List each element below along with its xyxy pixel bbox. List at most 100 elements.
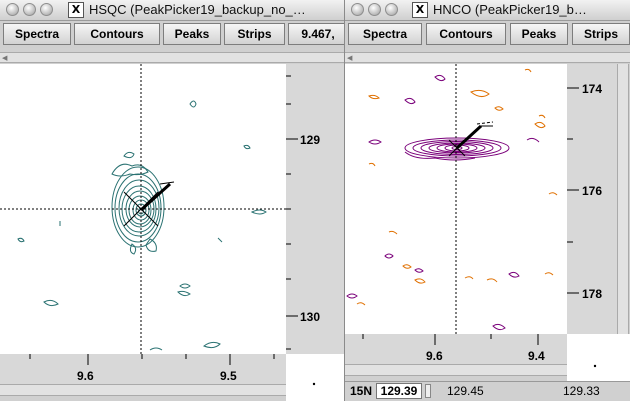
- contour-fragment: [524, 68, 532, 73]
- contour-fragment: [17, 237, 25, 243]
- contour-fragment: [402, 264, 412, 269]
- contour-fragment: [177, 290, 191, 297]
- minimize-window-button[interactable]: [23, 3, 36, 16]
- hsqc-contour-svg: [0, 64, 286, 354]
- y-axis-13c: 174 176 178: [567, 64, 617, 334]
- contour-fragment: [544, 272, 554, 276]
- contour-fragment: [508, 271, 520, 278]
- spectra-menu-button[interactable]: Spectra: [348, 23, 422, 45]
- contour-level: [412, 139, 502, 157]
- peak-label-leader: [139, 182, 172, 212]
- hnco-contour-svg: [346, 64, 558, 334]
- scroll-left-arrow-icon[interactable]: ◀: [347, 54, 353, 62]
- contour-level: [128, 195, 152, 225]
- title-bar: X HSQC (PeakPicker19_backup_no_…: [0, 0, 344, 21]
- contour-fragment: [404, 151, 476, 161]
- y-axis-svg: 129 130: [286, 75, 320, 350]
- hnco-window: X HNCO (PeakPicker19_b… Spectra Contours…: [345, 0, 630, 401]
- y-axis-15n: 129 130: [286, 64, 344, 354]
- y-tick-label: 174: [582, 82, 602, 96]
- x-axis-svg: 9.6 9.5: [29, 354, 275, 383]
- contour-fragment: [368, 139, 382, 145]
- peak-marker[interactable]: [448, 121, 494, 157]
- hsqc-contour-plot[interactable]: [0, 64, 286, 354]
- contour-fragment: [43, 299, 59, 307]
- contour-fragment: [145, 238, 157, 252]
- contour-fragment: [384, 253, 394, 259]
- spectra-menu-button[interactable]: Spectra: [3, 23, 71, 45]
- y-tick-label: 130: [300, 310, 320, 324]
- contour-fragment: [179, 283, 191, 289]
- corner-dot: [312, 382, 316, 386]
- hnco-contour-plot[interactable]: [345, 64, 567, 334]
- bottom-horizontal-scrollbar[interactable]: [345, 364, 567, 376]
- peaks-menu-button[interactable]: Peaks: [510, 23, 568, 45]
- contour-fragment: [486, 278, 498, 283]
- window-title: HNCO (PeakPicker19_b…: [433, 2, 587, 17]
- top-horizontal-scrollbar[interactable]: ◀: [345, 52, 630, 63]
- peak-label-leader: [159, 181, 175, 185]
- corner-dot: [593, 364, 597, 368]
- hnco-negative-contours: [356, 68, 558, 306]
- contour-fragment: [526, 137, 540, 143]
- peaks-menu-button[interactable]: Peaks: [163, 23, 221, 45]
- contour-fragment: [149, 347, 163, 351]
- contour-level: [118, 179, 160, 237]
- x-axis-1h: 9.6 9.5: [0, 354, 286, 384]
- corner-svg: [593, 364, 597, 368]
- contour-fragment: [494, 106, 504, 111]
- x11-icon: X: [412, 2, 428, 18]
- zoom-window-button[interactable]: [40, 3, 53, 16]
- contour-fragment: [368, 162, 376, 167]
- contour-fragment: [217, 237, 223, 243]
- hsqc-contours: [17, 100, 267, 351]
- contour-fragment: [464, 276, 474, 280]
- position-readout-button[interactable]: 9.467,: [288, 23, 344, 45]
- x-axis-1h: 9.6 9.4: [345, 334, 567, 364]
- contour-level: [436, 143, 478, 153]
- scroll-left-arrow-icon[interactable]: ◀: [2, 54, 8, 62]
- strips-menu-button[interactable]: Strips: [572, 23, 630, 45]
- y-tick-label: 176: [582, 184, 602, 198]
- contour-fragment: [414, 278, 426, 284]
- x-axis-svg: 9.6 9.4: [362, 334, 545, 363]
- bottom-horizontal-scrollbar[interactable]: [0, 384, 286, 396]
- peak-label-leader: [476, 121, 494, 125]
- corner-svg: [312, 382, 316, 386]
- contours-menu-button[interactable]: Contours: [74, 23, 160, 45]
- y-tick-label: 178: [582, 287, 602, 301]
- contour-fragment: [470, 89, 490, 98]
- contour-fragment: [243, 144, 251, 150]
- contour-fragment: [414, 268, 424, 273]
- contour-fragment: [368, 94, 380, 100]
- y-axis-svg: 174 176 178: [567, 82, 602, 301]
- plane-range-start: 129.45: [447, 384, 484, 398]
- close-window-button[interactable]: [351, 3, 364, 16]
- contour-fragment: [388, 230, 398, 235]
- plane-slider-thumb[interactable]: [425, 384, 431, 398]
- minimize-window-button[interactable]: [368, 3, 381, 16]
- contour-level: [428, 142, 486, 154]
- contour-fragment: [548, 192, 558, 196]
- strips-menu-button[interactable]: Strips: [224, 23, 285, 45]
- contour-fragment: [534, 121, 546, 129]
- plane-range-end: 129.33: [563, 384, 600, 398]
- hnco-positive-contours: [346, 74, 540, 331]
- contours-menu-button[interactable]: Contours: [426, 23, 506, 45]
- menu-bar: Spectra Contours Peaks Strips 9.467,: [0, 21, 344, 48]
- vertical-scrollbar[interactable]: [617, 64, 629, 334]
- contour-level: [404, 137, 510, 159]
- plane-position-field[interactable]: 129.39: [376, 383, 422, 399]
- close-window-button[interactable]: [6, 3, 19, 16]
- contour-fragment: [538, 114, 546, 119]
- contour-fragment: [404, 97, 416, 105]
- zoom-window-button[interactable]: [385, 3, 398, 16]
- corner-panel: [567, 334, 630, 381]
- contour-fragment: [111, 163, 149, 177]
- title-bar: X HNCO (PeakPicker19_b…: [345, 0, 630, 21]
- contour-level: [114, 173, 162, 243]
- x-tick-label: 9.6: [77, 369, 94, 383]
- contour-fragment: [356, 302, 366, 306]
- top-horizontal-scrollbar[interactable]: ◀: [0, 52, 344, 63]
- plane-axis-label: 15N: [350, 384, 373, 398]
